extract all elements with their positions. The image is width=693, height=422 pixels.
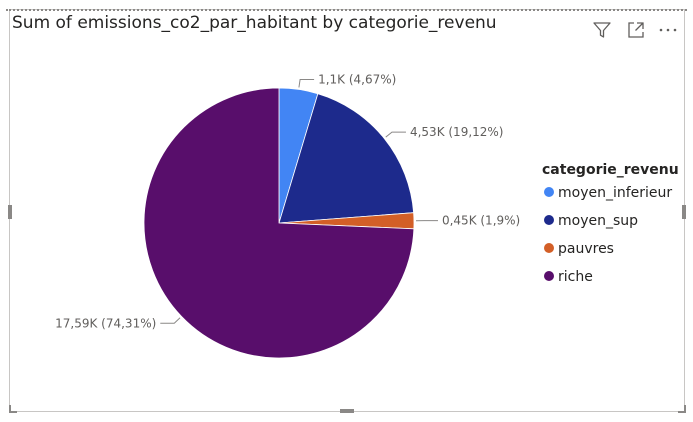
legend-marker-pauvres <box>544 243 554 253</box>
legend-marker-moyen-inferieur <box>544 187 554 197</box>
legend-label-moyen-inferieur: moyen_inferieur <box>558 185 672 201</box>
pie-slice-moyen-sup[interactable] <box>278 93 415 224</box>
more-options-icon[interactable] <box>658 20 678 40</box>
legend-item-moyen-sup[interactable]: moyen_sup <box>544 213 638 229</box>
pie-slice-riche[interactable] <box>143 87 415 359</box>
legend-item-riche[interactable]: riche <box>544 269 593 285</box>
resize-corner-bottom-left[interactable] <box>9 405 17 413</box>
data-label-pauvres: 0,45K (1,9%) <box>442 214 520 228</box>
data-label-moyen-sup: 4,53K (19,12%) <box>410 125 504 139</box>
legend-title: categorie_revenu <box>542 162 679 178</box>
focus-mode-icon[interactable] <box>626 20 646 40</box>
data-label-riche: 17,59K (74,31%) <box>55 316 156 330</box>
legend-marker-moyen-sup <box>544 215 554 225</box>
legend-label-pauvres: pauvres <box>558 241 614 257</box>
legend-label-moyen-sup: moyen_sup <box>558 213 638 229</box>
leader-line-moyen-inferieur <box>298 79 315 88</box>
leader-line-riche <box>160 317 181 324</box>
leader-line-moyen-sup <box>385 131 406 138</box>
legend-item-pauvres[interactable]: pauvres <box>544 241 614 257</box>
legend-marker-riche <box>544 271 554 281</box>
data-label-moyen-inferieur: 1,1K (4,67%) <box>318 73 396 87</box>
resize-handle-left[interactable] <box>8 205 12 219</box>
resize-handle-bottom[interactable] <box>340 409 354 413</box>
visual-top-border <box>6 9 687 11</box>
chart-title: Sum of emissions_co2_par_habitant by cat… <box>12 13 497 33</box>
resize-handle-right[interactable] <box>682 205 686 219</box>
resize-corner-bottom-right[interactable] <box>678 405 686 413</box>
legend-label-riche: riche <box>558 269 593 285</box>
filter-icon[interactable] <box>592 20 612 40</box>
legend-item-moyen-inferieur[interactable]: moyen_inferieur <box>544 185 672 201</box>
